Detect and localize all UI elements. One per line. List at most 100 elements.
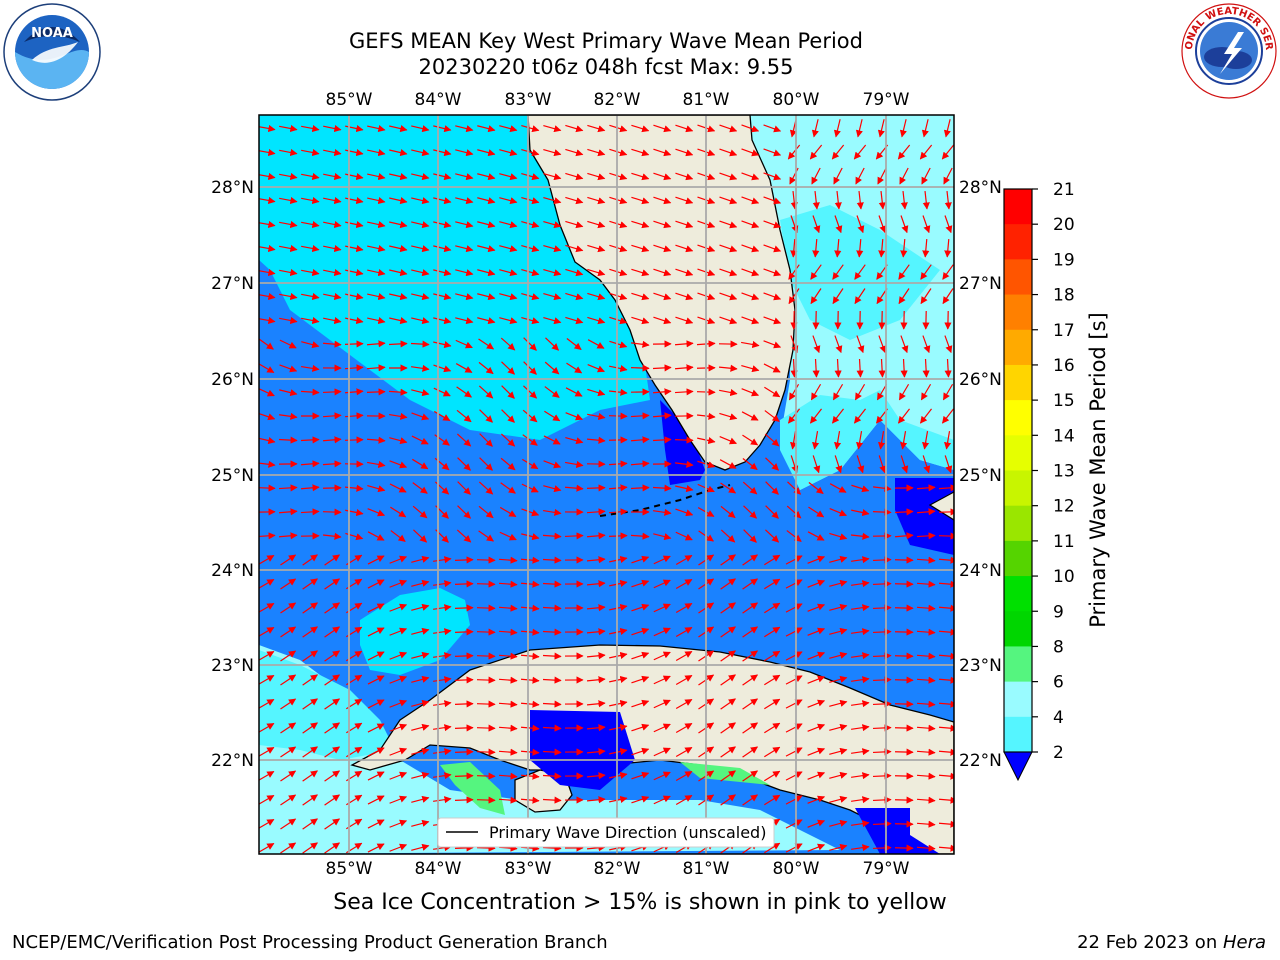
wave-arrow [411,364,430,372]
wave-arrow [279,389,298,397]
wave-arrow [812,190,820,210]
wave-arrow [477,149,496,157]
wave-arrow [587,412,606,421]
wave-arrow [872,508,892,516]
wave-arrow [433,317,452,325]
wave-arrow [810,288,822,305]
wave-arrow [856,215,865,234]
wave-arrow [894,532,914,540]
colorbar-segment [1004,224,1032,260]
wave-arrow [586,772,606,780]
wave-arrow [301,316,320,325]
wave-arrow [829,843,848,851]
wave-arrow [851,556,870,564]
wave-arrow [521,221,540,229]
wave-arrow [631,292,650,301]
wave-arrow [608,412,628,420]
wave-arrow [856,335,865,354]
wave-arrow [565,220,584,229]
wave-arrow [367,699,385,709]
colorbar-segment [1004,646,1032,683]
wave-arrow [764,794,781,806]
wave-arrow [454,844,474,852]
wave-arrow [720,650,736,662]
colorbar-tick-label: 9 [1053,602,1064,622]
wave-arrow [786,505,802,519]
wave-arrow [630,364,650,372]
wave-arrow [653,723,671,733]
wave-arrow [609,220,628,229]
wave-arrow [543,124,562,133]
wave-arrow [898,288,910,305]
wave-arrow [279,292,298,301]
wave-arrow [587,244,606,253]
wave-arrow [367,221,386,229]
wave-arrow [851,580,870,588]
wave-arrow [829,532,848,541]
wave-arrow [456,409,472,423]
wave-arrow [675,675,693,685]
wave-arrow [653,603,671,613]
wave-arrow [499,531,517,541]
wave-arrow [499,221,518,229]
wave-arrow [324,746,341,758]
wave-arrow [520,652,540,660]
sea-ice-note: Sea Ice Concentration > 15% is shown in … [333,890,947,915]
wave-arrow [565,244,584,253]
wave-arrow [653,675,671,685]
colorbar-label: Primary Wave Mean Period [s] [1086,312,1110,628]
wave-arrow [367,651,385,661]
wave-arrow [543,485,562,493]
wave-arrow [764,554,781,566]
wave-arrow [521,483,539,493]
wave-arrow [259,148,276,156]
wave-arrow [521,245,540,253]
wave-arrow [832,408,844,424]
wave-arrow [609,148,628,157]
wave-arrow [877,119,885,138]
wave-arrow [280,818,297,830]
lon-label-bottom: 81°W [683,859,730,879]
wave-arrow [259,650,275,661]
wave-arrow [476,844,496,852]
wave-arrow [675,124,694,133]
wave-arrow [411,579,430,587]
wave-arrow [565,387,583,397]
wave-arrow [413,529,428,543]
wave-arrow [894,748,914,756]
wave-arrow [478,361,494,375]
wave-arrow [390,506,407,518]
wave-arrow [741,220,760,229]
wave-arrow [785,723,803,733]
wave-arrow [411,627,430,635]
wave-arrow [718,364,738,372]
wave-arrow [411,435,429,445]
wave-arrow [301,148,320,157]
wave-arrow [808,506,825,518]
wave-arrow [829,747,848,755]
wave-arrow [565,292,584,301]
lon-label-top: 83°W [505,90,552,110]
wave-arrow [278,532,298,540]
wave-arrow [631,172,650,181]
lat-label-left: 28°N [211,178,254,198]
wave-arrow [922,190,930,210]
wave-arrow [763,340,782,349]
wave-arrow [587,388,606,397]
legend-label: Primary Wave Direction (unscaled) [489,823,766,842]
wave-arrow [366,436,386,444]
wave-arrow [675,723,693,733]
wave-arrow [586,484,606,492]
wave-arrow [916,676,936,684]
lon-label-top: 82°W [594,90,641,110]
lat-label-right: 26°N [959,370,1002,390]
wave-arrow [720,482,737,494]
wave-arrow [653,579,671,589]
wave-arrow [455,339,473,349]
wave-arrow [302,554,318,566]
wave-arrow [675,268,694,277]
wave-arrow [764,602,781,614]
wave-arrow [280,602,297,614]
wave-arrow [324,842,341,854]
wave-arrow [653,533,672,541]
